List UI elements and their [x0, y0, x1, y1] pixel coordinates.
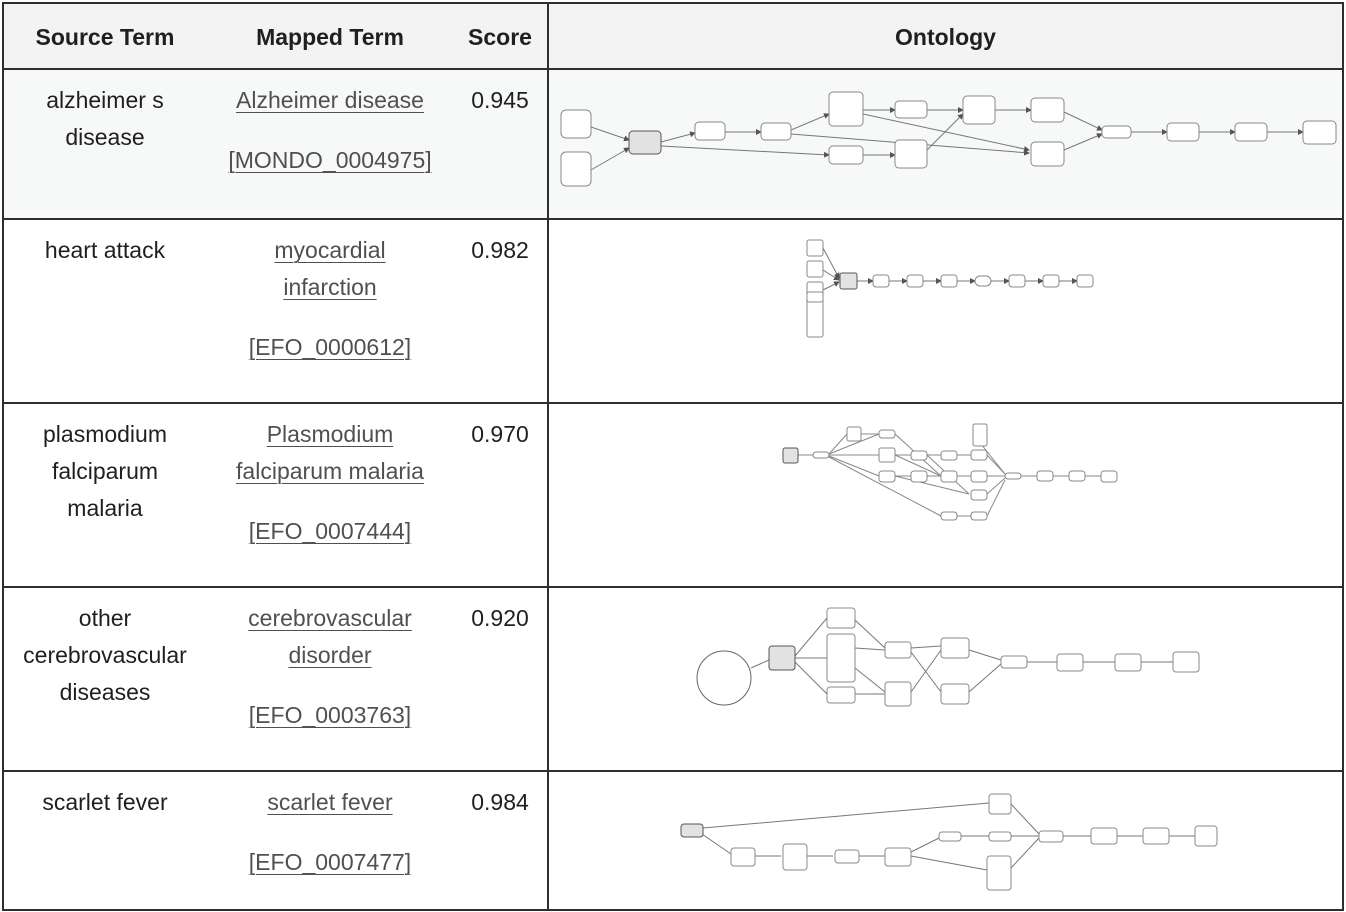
ontology-graph[interactable] [549, 588, 1342, 770]
mapped-term-cell: cerebrovascular disorder [EFO_0003763] [216, 588, 444, 734]
mapped-term-link[interactable]: Plasmodium [266, 421, 394, 447]
table-row: scarlet fever scarlet fever [EFO_0007477… [4, 772, 1342, 909]
source-term-line: falciparum [51, 458, 159, 484]
mapped-term-cell: myocardial infarction [EFO_0000612] [216, 220, 444, 366]
score-value: 0.984 [471, 789, 529, 815]
source-term-line: heart attack [44, 237, 166, 263]
source-term-line: disease [65, 124, 145, 150]
source-term-line: cerebrovascular [23, 642, 187, 668]
ontology-graph[interactable] [549, 220, 1342, 402]
source-term-cell: heart attack [4, 220, 206, 269]
score-value: 0.920 [471, 605, 529, 631]
ontology-id-link[interactable]: [EFO_0000612] [248, 334, 412, 360]
source-term-cell: scarlet fever [4, 772, 206, 821]
source-term-line: diseases [59, 679, 151, 705]
mapped-term-link[interactable]: Alzheimer disease [236, 87, 424, 113]
mapped-term-cell: Plasmodium falciparum malaria [EFO_00074… [216, 404, 444, 550]
header-ontology: Ontology [895, 24, 996, 50]
ontology-id-link[interactable]: [MONDO_0004975] [228, 147, 432, 173]
ontology-graph-svg [782, 423, 1118, 521]
table-row: heart attack myocardial infarction [EFO_… [4, 220, 1342, 404]
ontology-graph[interactable] [549, 404, 1342, 586]
mapped-term-cell: scarlet fever [EFO_0007477] [216, 772, 444, 881]
mapped-term-link[interactable]: scarlet fever [267, 789, 393, 815]
header-score: Score [468, 24, 532, 50]
ontology-graph[interactable] [549, 772, 1342, 909]
mapped-term-link[interactable]: infarction [283, 274, 377, 300]
ontology-graph[interactable] [549, 70, 1342, 218]
source-term-cell: alzheimer s disease [4, 70, 206, 156]
ontology-id-link[interactable]: [EFO_0007444] [248, 518, 412, 544]
score-value: 0.945 [471, 87, 529, 113]
source-term-line: other [78, 605, 132, 631]
source-term-line: plasmodium [43, 421, 167, 447]
mapped-term-link[interactable]: cerebrovascular [248, 605, 412, 631]
table-row: plasmodium falciparum malaria Plasmodium… [4, 404, 1342, 588]
ontology-id-link[interactable]: [EFO_0007477] [248, 849, 412, 875]
ontology-graph-svg [680, 793, 1218, 891]
table-row: other cerebrovascular diseases cerebrova… [4, 588, 1342, 772]
source-term-cell: plasmodium falciparum malaria [4, 404, 206, 527]
source-term-line: malaria [67, 495, 143, 521]
source-term-line: alzheimer s [46, 87, 164, 113]
mapped-term-link[interactable]: disorder [288, 642, 372, 668]
score-value: 0.970 [471, 421, 529, 447]
mapped-term-link[interactable]: myocardial [274, 237, 386, 263]
ontology-graph-svg [806, 239, 1094, 338]
mapped-term-link[interactable]: falciparum malaria [236, 458, 424, 484]
ontology-id-link[interactable]: [EFO_0003763] [248, 702, 412, 728]
column-divider [547, 4, 549, 909]
source-term-cell: other cerebrovascular diseases [4, 588, 206, 711]
header-mapped-term: Mapped Term [256, 24, 404, 50]
source-term-line: scarlet fever [42, 789, 168, 815]
ontology-graph-svg [696, 607, 1200, 707]
ontology-graph-svg [560, 91, 1337, 187]
mapped-term-cell: Alzheimer disease [MONDO_0004975] [216, 70, 444, 179]
score-value: 0.982 [471, 237, 529, 263]
header-source-term: Source Term [35, 24, 175, 50]
table-row: alzheimer s disease Alzheimer disease [M… [4, 70, 1342, 220]
table-header: Source Term Mapped Term Score Ontology [4, 4, 1342, 70]
